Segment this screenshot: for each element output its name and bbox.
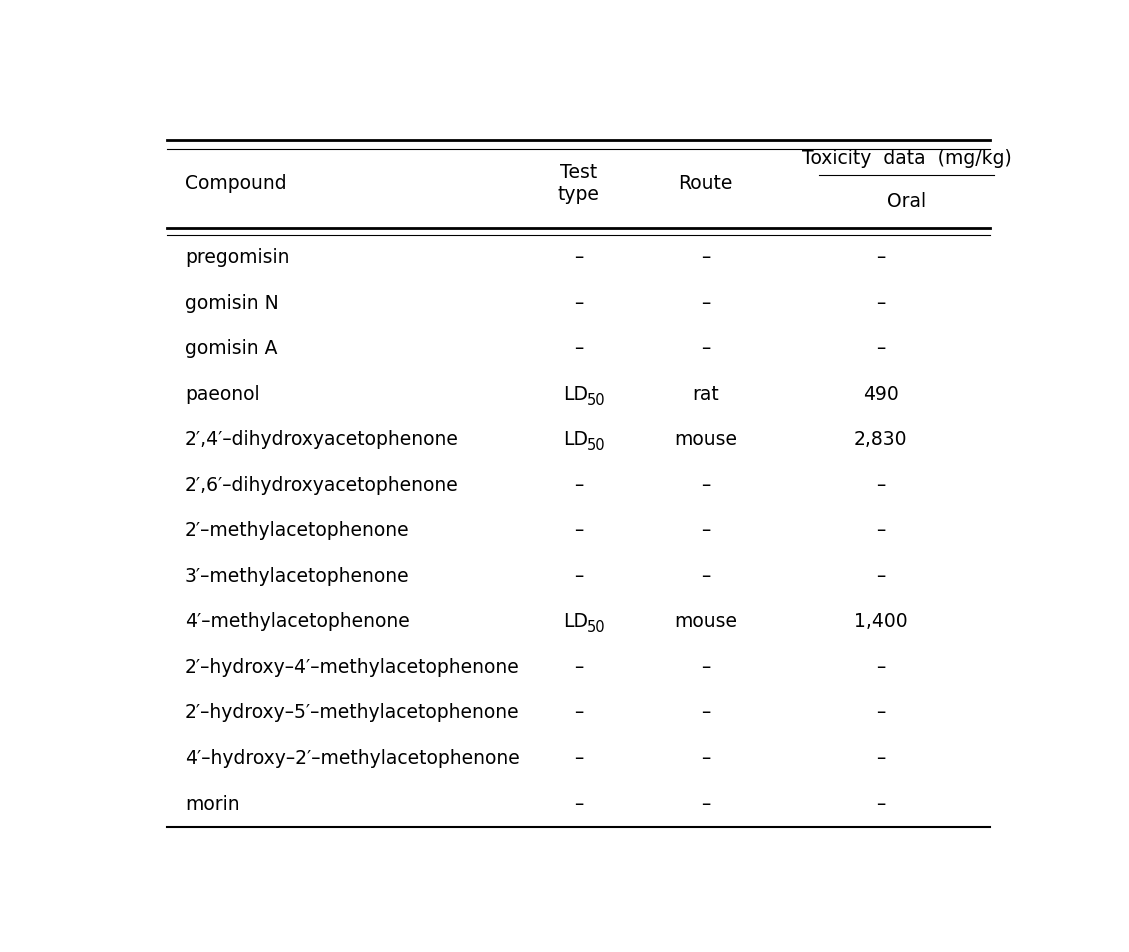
Text: –: – xyxy=(876,248,885,268)
Text: –: – xyxy=(574,522,584,541)
Text: gomisin N: gomisin N xyxy=(185,294,279,313)
Text: –: – xyxy=(876,340,885,359)
Text: mouse: mouse xyxy=(674,612,737,631)
Text: –: – xyxy=(574,476,584,495)
Text: –: – xyxy=(701,248,710,268)
Text: 2′–methylacetophenone: 2′–methylacetophenone xyxy=(185,522,410,541)
Text: –: – xyxy=(701,749,710,768)
Text: 2,830: 2,830 xyxy=(854,430,908,449)
Text: Route: Route xyxy=(679,174,733,193)
Text: 1,400: 1,400 xyxy=(854,612,908,631)
Text: LD: LD xyxy=(563,612,588,631)
Text: 2′,4′–dihydroxyacetophenone: 2′,4′–dihydroxyacetophenone xyxy=(185,430,458,449)
Text: –: – xyxy=(876,522,885,541)
Text: –: – xyxy=(876,476,885,495)
Text: LD: LD xyxy=(563,385,588,404)
Text: –: – xyxy=(701,795,710,814)
Text: rat: rat xyxy=(692,385,719,404)
Text: Oral: Oral xyxy=(887,192,926,211)
Text: –: – xyxy=(574,658,584,677)
Text: 3′–methylacetophenone: 3′–methylacetophenone xyxy=(185,567,410,586)
Text: –: – xyxy=(574,795,584,814)
Text: 50: 50 xyxy=(586,621,605,635)
Text: 4′–hydroxy–2′–methylacetophenone: 4′–hydroxy–2′–methylacetophenone xyxy=(185,749,519,768)
Text: Toxicity  data  (mg/kg): Toxicity data (mg/kg) xyxy=(802,149,1012,168)
Text: –: – xyxy=(574,340,584,359)
Text: –: – xyxy=(701,294,710,313)
Text: –: – xyxy=(574,567,584,586)
Text: 2′–hydroxy–5′–methylacetophenone: 2′–hydroxy–5′–methylacetophenone xyxy=(185,704,519,723)
Text: 50: 50 xyxy=(586,393,605,407)
Text: –: – xyxy=(876,749,885,768)
Text: LD: LD xyxy=(563,430,588,449)
Text: 2′,6′–dihydroxyacetophenone: 2′,6′–dihydroxyacetophenone xyxy=(185,476,458,495)
Text: –: – xyxy=(876,567,885,586)
Text: –: – xyxy=(876,704,885,723)
Text: 490: 490 xyxy=(863,385,899,404)
Text: paeonol: paeonol xyxy=(185,385,260,404)
Text: –: – xyxy=(876,795,885,814)
Text: pregomisin: pregomisin xyxy=(185,248,289,268)
Text: 4′–methylacetophenone: 4′–methylacetophenone xyxy=(185,612,410,631)
Text: Compound: Compound xyxy=(185,174,287,193)
Text: –: – xyxy=(574,704,584,723)
Text: –: – xyxy=(701,340,710,359)
Text: 2′–hydroxy–4′–methylacetophenone: 2′–hydroxy–4′–methylacetophenone xyxy=(185,658,519,677)
Text: –: – xyxy=(701,567,710,586)
Text: –: – xyxy=(574,294,584,313)
Text: –: – xyxy=(876,658,885,677)
Text: –: – xyxy=(574,248,584,268)
Text: –: – xyxy=(701,704,710,723)
Text: –: – xyxy=(701,476,710,495)
Text: mouse: mouse xyxy=(674,430,737,449)
Text: –: – xyxy=(701,522,710,541)
Text: 50: 50 xyxy=(586,438,605,453)
Text: –: – xyxy=(876,294,885,313)
Text: morin: morin xyxy=(185,795,239,814)
Text: Test
type: Test type xyxy=(558,164,599,205)
Text: gomisin A: gomisin A xyxy=(185,340,278,359)
Text: –: – xyxy=(574,749,584,768)
Text: –: – xyxy=(701,658,710,677)
